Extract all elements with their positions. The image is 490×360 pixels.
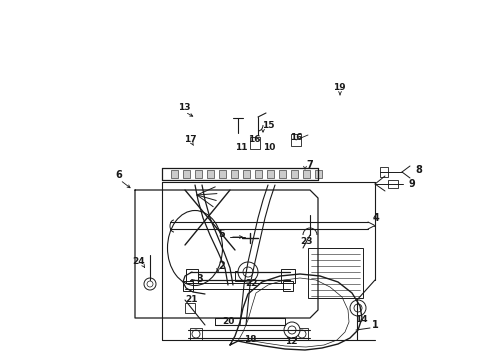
Text: 13: 13 [178,104,191,112]
Text: 11: 11 [235,143,247,152]
Bar [291,134,301,146]
Bar [235,271,245,281]
Text: 15: 15 [262,121,274,130]
Circle shape [147,281,153,287]
Bar [206,170,214,178]
Circle shape [298,330,306,338]
Text: 9: 9 [408,179,415,189]
Bar [283,281,293,291]
Bar [250,137,260,149]
Bar [185,303,195,313]
Bar [182,170,190,178]
Text: 6: 6 [115,170,122,180]
Text: 8: 8 [415,165,422,175]
Circle shape [350,300,366,316]
Bar [278,170,286,178]
Text: 12: 12 [285,338,297,346]
Circle shape [243,267,253,277]
Bar [302,170,310,178]
Text: 23: 23 [300,238,313,247]
Bar [243,170,249,178]
Text: 24: 24 [132,257,145,266]
Bar [296,328,308,340]
Bar [291,170,297,178]
Text: 1: 1 [372,320,379,330]
Text: 22: 22 [245,279,258,288]
Bar [281,269,295,283]
Bar [380,167,388,177]
Bar [230,170,238,178]
Bar [183,281,193,291]
Text: 5: 5 [218,229,225,239]
Bar [315,170,321,178]
Bar [195,170,201,178]
Circle shape [288,326,296,334]
Text: 20: 20 [222,318,234,327]
Circle shape [238,262,258,282]
Text: 16: 16 [248,135,261,144]
Bar [388,180,398,188]
Text: 4: 4 [373,213,380,223]
Circle shape [144,278,156,290]
Text: 10: 10 [263,143,275,152]
Text: 19: 19 [333,84,345,93]
Bar [308,248,363,298]
Circle shape [354,304,362,312]
Text: 3: 3 [196,274,203,284]
Text: 14: 14 [355,315,368,324]
Bar [186,269,198,283]
Bar [171,170,177,178]
Text: 7: 7 [306,160,313,170]
Bar [219,170,225,178]
Text: 17: 17 [184,135,196,144]
Text: 2: 2 [218,261,225,271]
Text: 16: 16 [290,132,302,141]
Text: 21: 21 [185,296,197,305]
Circle shape [284,322,300,338]
Bar [190,328,202,340]
Bar [254,170,262,178]
Circle shape [192,330,200,338]
Bar [267,170,273,178]
Text: 18: 18 [244,336,256,345]
